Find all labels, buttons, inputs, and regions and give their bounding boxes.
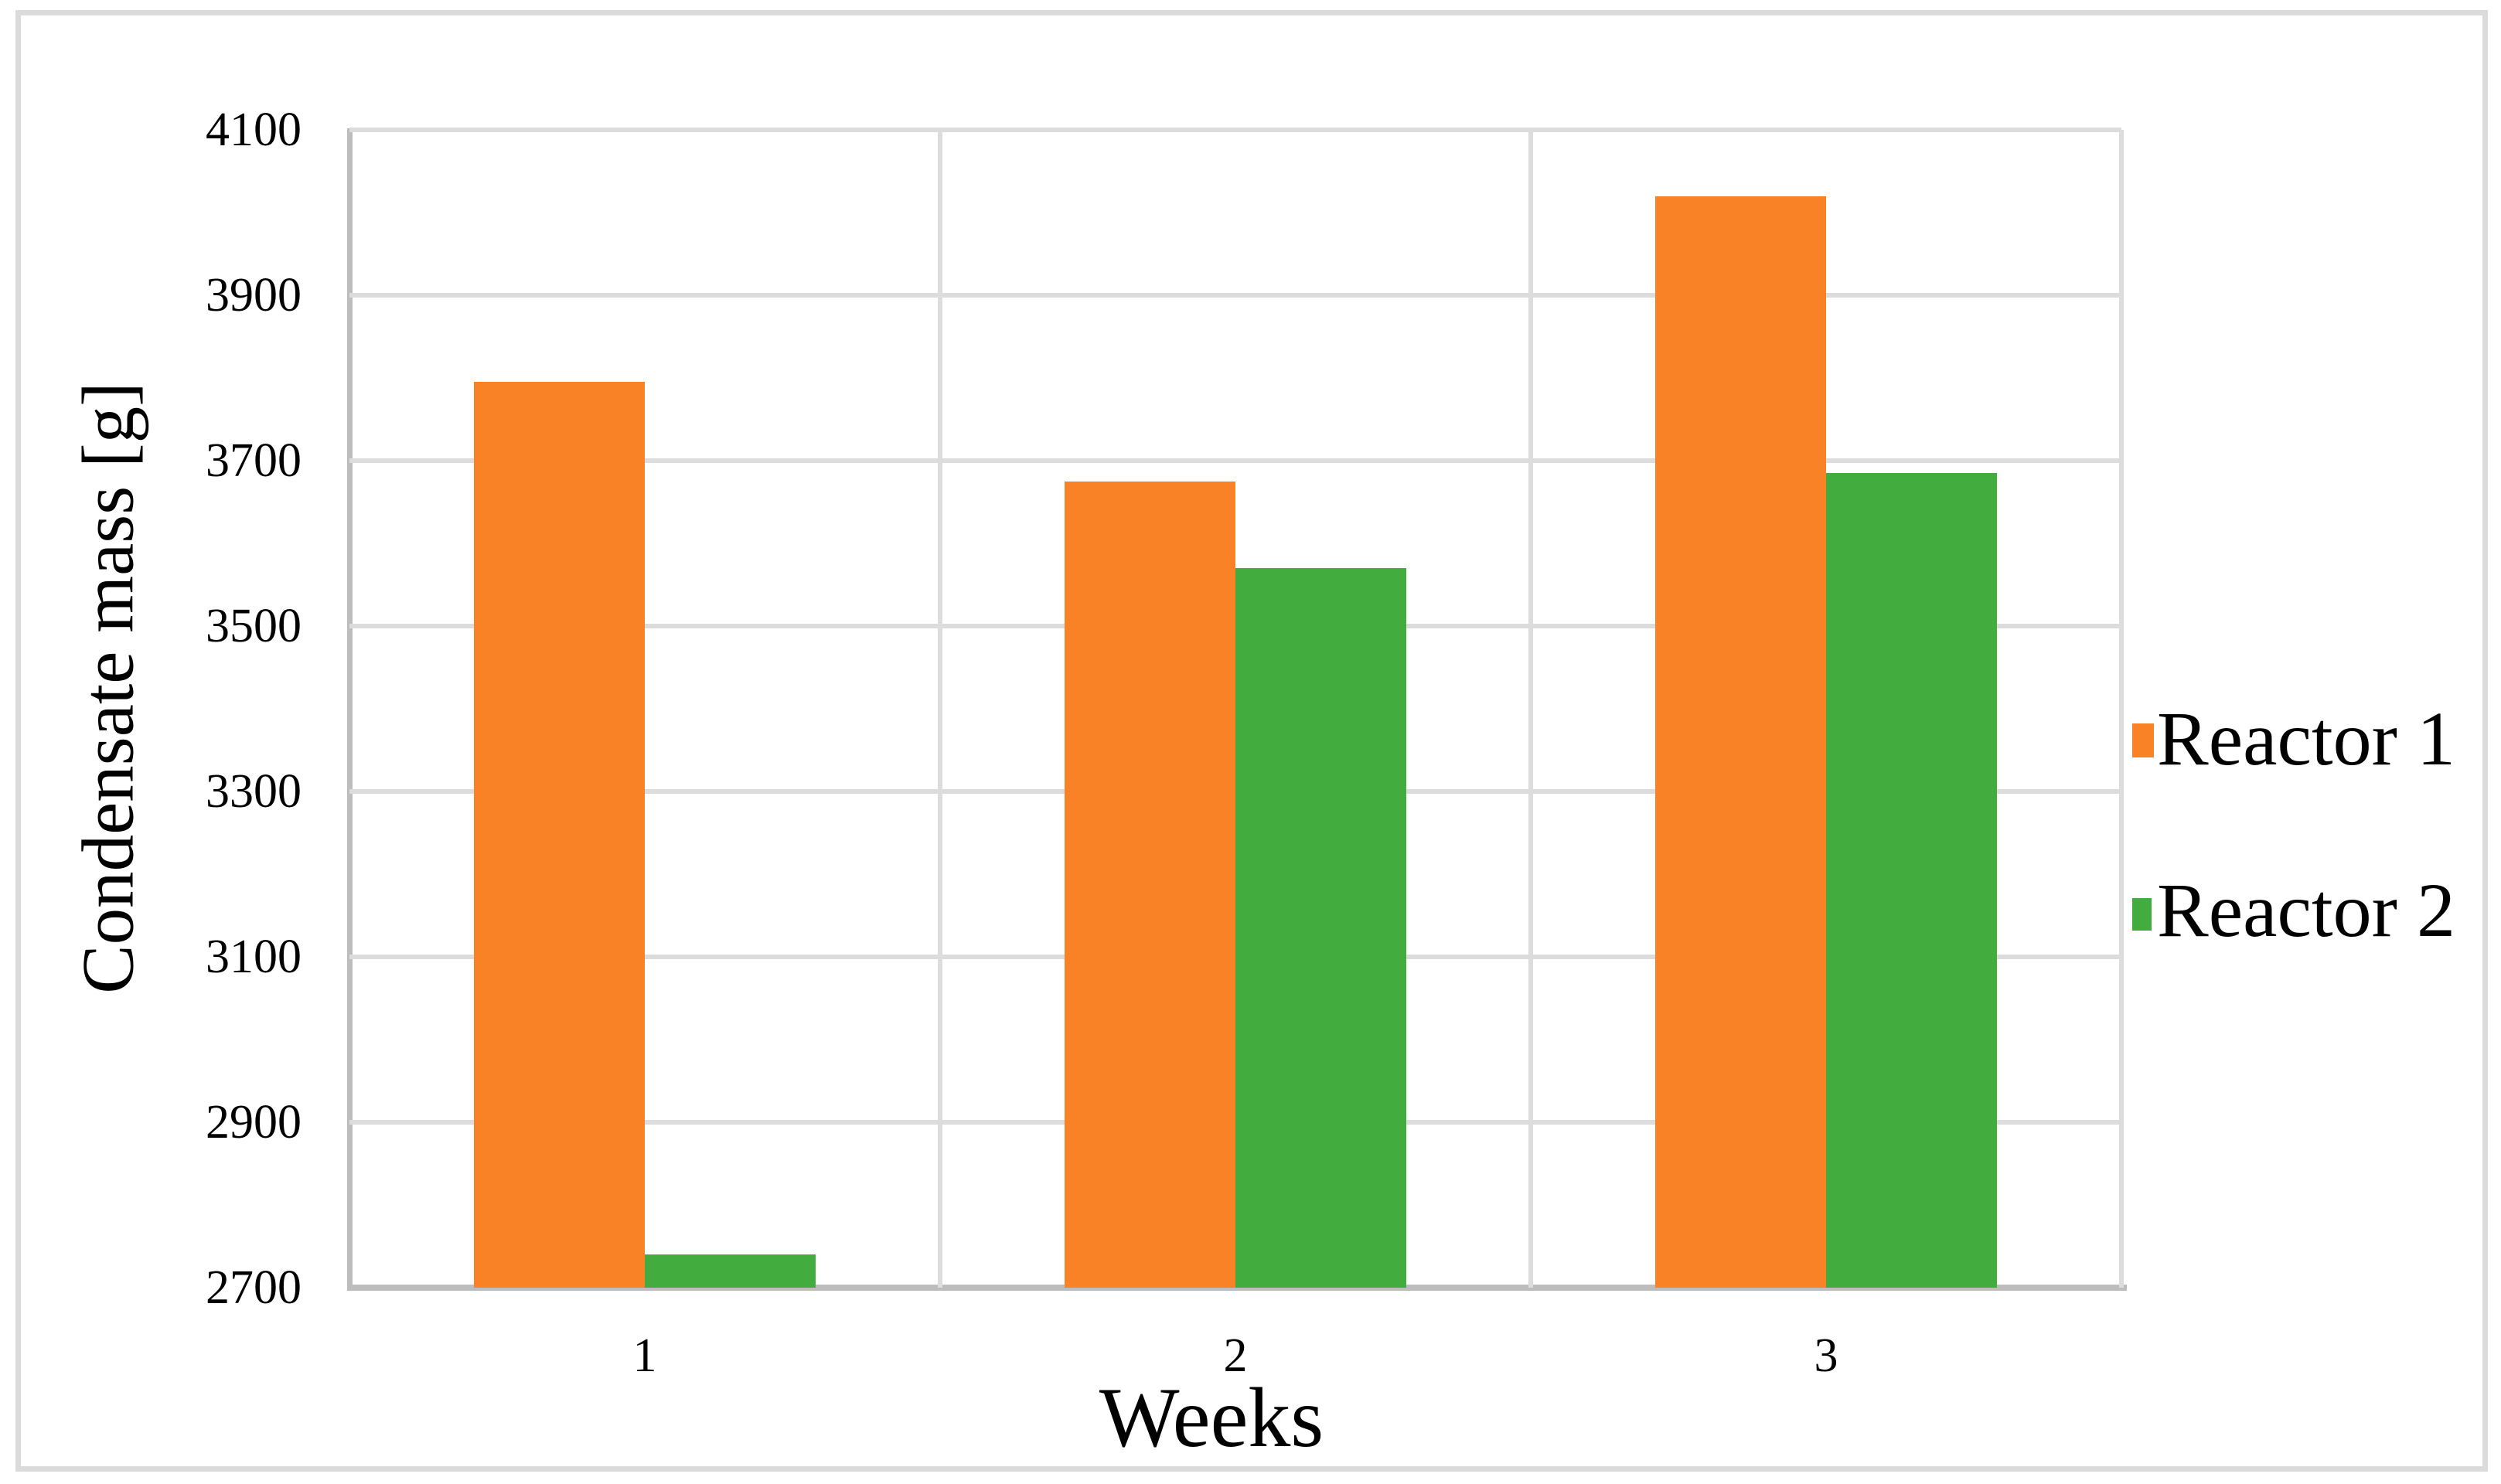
y-tick-label-3100: 3100	[206, 931, 302, 983]
legend-label-reactor-1: Reactor 1	[2157, 696, 2455, 781]
bar-reactor-1-week-3	[1655, 196, 1826, 1288]
y-tick-label-3900: 3900	[206, 269, 302, 322]
bar-reactor-2-week-2	[1235, 568, 1406, 1288]
x-axis-line	[347, 1285, 2127, 1291]
legend-swatch-reactor-1	[2132, 723, 2154, 757]
gridline-h-3700	[349, 458, 2121, 463]
legend-swatch-reactor-2	[2132, 898, 2152, 931]
legend-label-reactor-2: Reactor 2	[2157, 867, 2455, 953]
bar-reactor-2-week-3	[1826, 473, 1997, 1288]
gridline-v-3	[2119, 130, 2124, 1288]
y-axis-line	[347, 128, 353, 1290]
gridline-v-1	[938, 130, 942, 1288]
bar-reactor-1-week-2	[1065, 481, 1235, 1288]
bar-reactor-1-week-1	[474, 382, 645, 1288]
y-tick-label-4100: 4100	[206, 104, 302, 156]
x-axis-title: Weeks	[1099, 1370, 1324, 1465]
plot-area	[349, 128, 2124, 1288]
gridline-h-3900	[349, 293, 2121, 298]
x-tick-label-3: 3	[1814, 1329, 1838, 1382]
x-tick-label-1: 1	[632, 1329, 657, 1382]
gridline-h-4100	[349, 128, 2121, 132]
y-tick-label-3500: 3500	[206, 600, 302, 652]
bar-reactor-2-week-1	[645, 1254, 816, 1288]
y-tick-label-3700: 3700	[206, 434, 302, 487]
chart-outer-border	[15, 10, 2488, 1472]
gridline-v-2	[1528, 130, 1533, 1288]
y-tick-label-2900: 2900	[206, 1096, 302, 1149]
x-tick-label-2: 2	[1223, 1329, 1248, 1382]
y-tick-label-2700: 2700	[206, 1261, 302, 1314]
y-tick-label-3300: 3300	[206, 765, 302, 818]
